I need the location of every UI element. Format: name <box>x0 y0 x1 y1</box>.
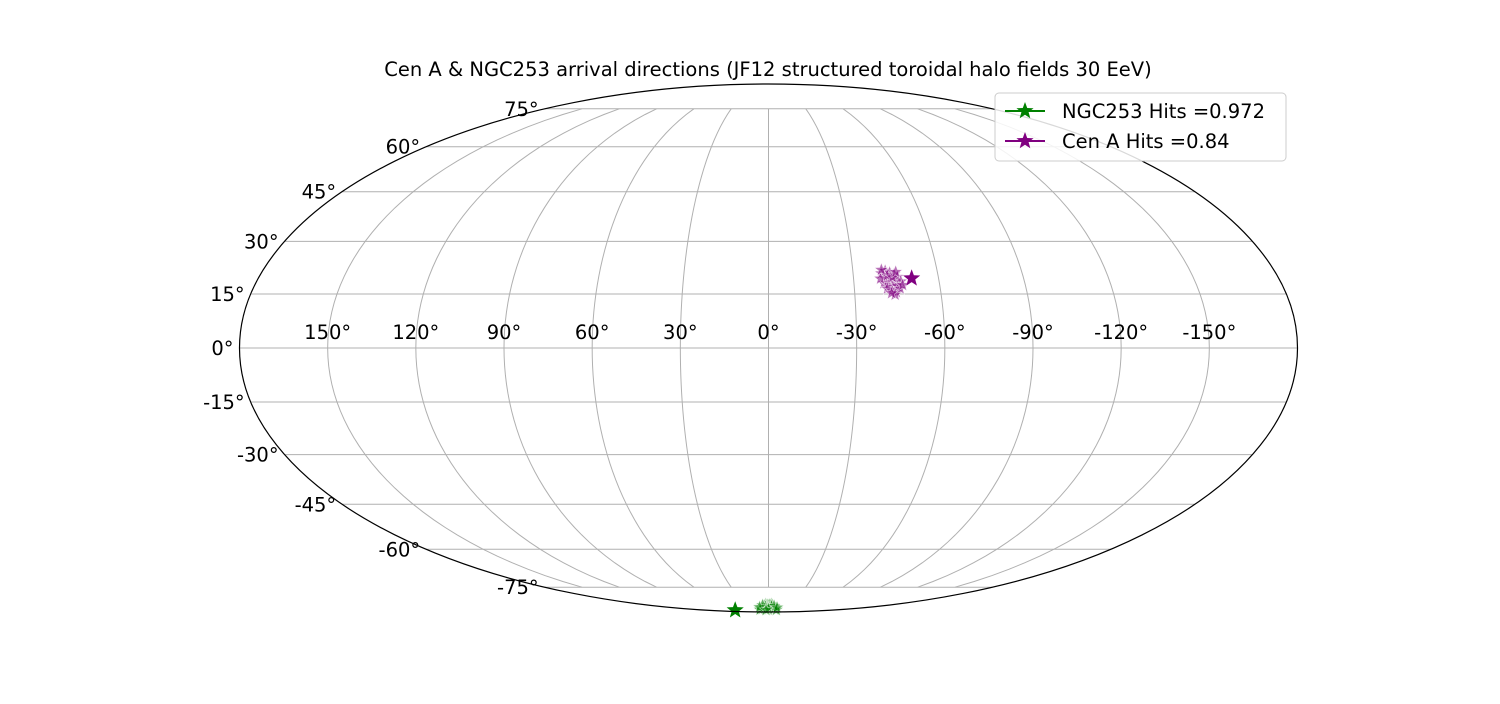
x-tick-label: -30° <box>836 321 878 344</box>
y-tick-label: 60° <box>386 136 421 159</box>
arrival-point-cen-a <box>873 261 889 277</box>
legend-label-cen-a: Cen A Hits =0.84 <box>1062 130 1230 153</box>
grid-meridian <box>591 108 695 588</box>
x-tick-label: -90° <box>1012 321 1054 344</box>
grid-meridian <box>880 108 1034 588</box>
grid-meridian <box>503 108 657 588</box>
y-tick-label: -15° <box>203 391 245 414</box>
x-tick-label: 90° <box>487 321 522 344</box>
legend: NGC253 Hits =0.972 Cen A Hits =0.84 <box>994 92 1287 162</box>
y-tick-label: 0° <box>211 337 233 360</box>
grid-meridian <box>327 108 583 588</box>
y-tick-label: 75° <box>504 98 539 121</box>
arrival-point-ngc253 <box>769 599 785 614</box>
y-tick-label: 15° <box>210 283 245 306</box>
legend-star-icon-cen-a <box>1016 132 1034 149</box>
arrival-point-ngc253 <box>752 599 768 614</box>
x-tick-label: -120° <box>1094 321 1148 344</box>
y-tick-label: -75° <box>497 576 539 599</box>
tick-labels: 150° 120° 90° 60° 30° 0° -30° -60° -90° -120° -150… <box>203 98 1236 599</box>
grid-lines <box>239 108 1298 588</box>
grid-meridian <box>415 108 620 588</box>
x-tick-label: 0° <box>757 321 779 344</box>
y-tick-label: -45° <box>295 493 337 516</box>
grid-meridian <box>842 108 946 588</box>
legend-label-ngc253: NGC253 Hits =0.972 <box>1062 100 1265 123</box>
x-tick-label: -150° <box>1182 321 1236 344</box>
x-tick-label: 150° <box>304 321 351 344</box>
y-tick-label: 30° <box>244 230 279 253</box>
x-tick-label: -60° <box>924 321 966 344</box>
y-tick-label: -60° <box>379 538 421 561</box>
arrival-point-cen-a <box>888 264 904 279</box>
arrival-point-ngc253 <box>758 602 774 617</box>
x-tick-label: 30° <box>663 321 698 344</box>
arrival-point-cen-a <box>884 285 900 300</box>
source-star-ngc253 <box>726 601 744 618</box>
chart-title: Cen A & NGC253 arrival directions (JF12 … <box>384 58 1152 81</box>
grid-meridian <box>954 108 1210 588</box>
x-tick-label: 60° <box>575 321 610 344</box>
y-tick-label: -30° <box>237 444 279 467</box>
legend-box <box>994 92 1287 162</box>
legend-star-icon-ngc253 <box>1016 102 1034 119</box>
map-frame <box>238 83 1299 613</box>
source-star-cen-a <box>903 269 921 286</box>
y-tick-label: 45° <box>302 181 337 204</box>
grid-meridian <box>679 108 732 588</box>
grid-meridian <box>917 108 1122 588</box>
x-tick-label: 120° <box>392 321 439 344</box>
data-points <box>726 261 921 618</box>
grid-meridian <box>805 108 858 588</box>
